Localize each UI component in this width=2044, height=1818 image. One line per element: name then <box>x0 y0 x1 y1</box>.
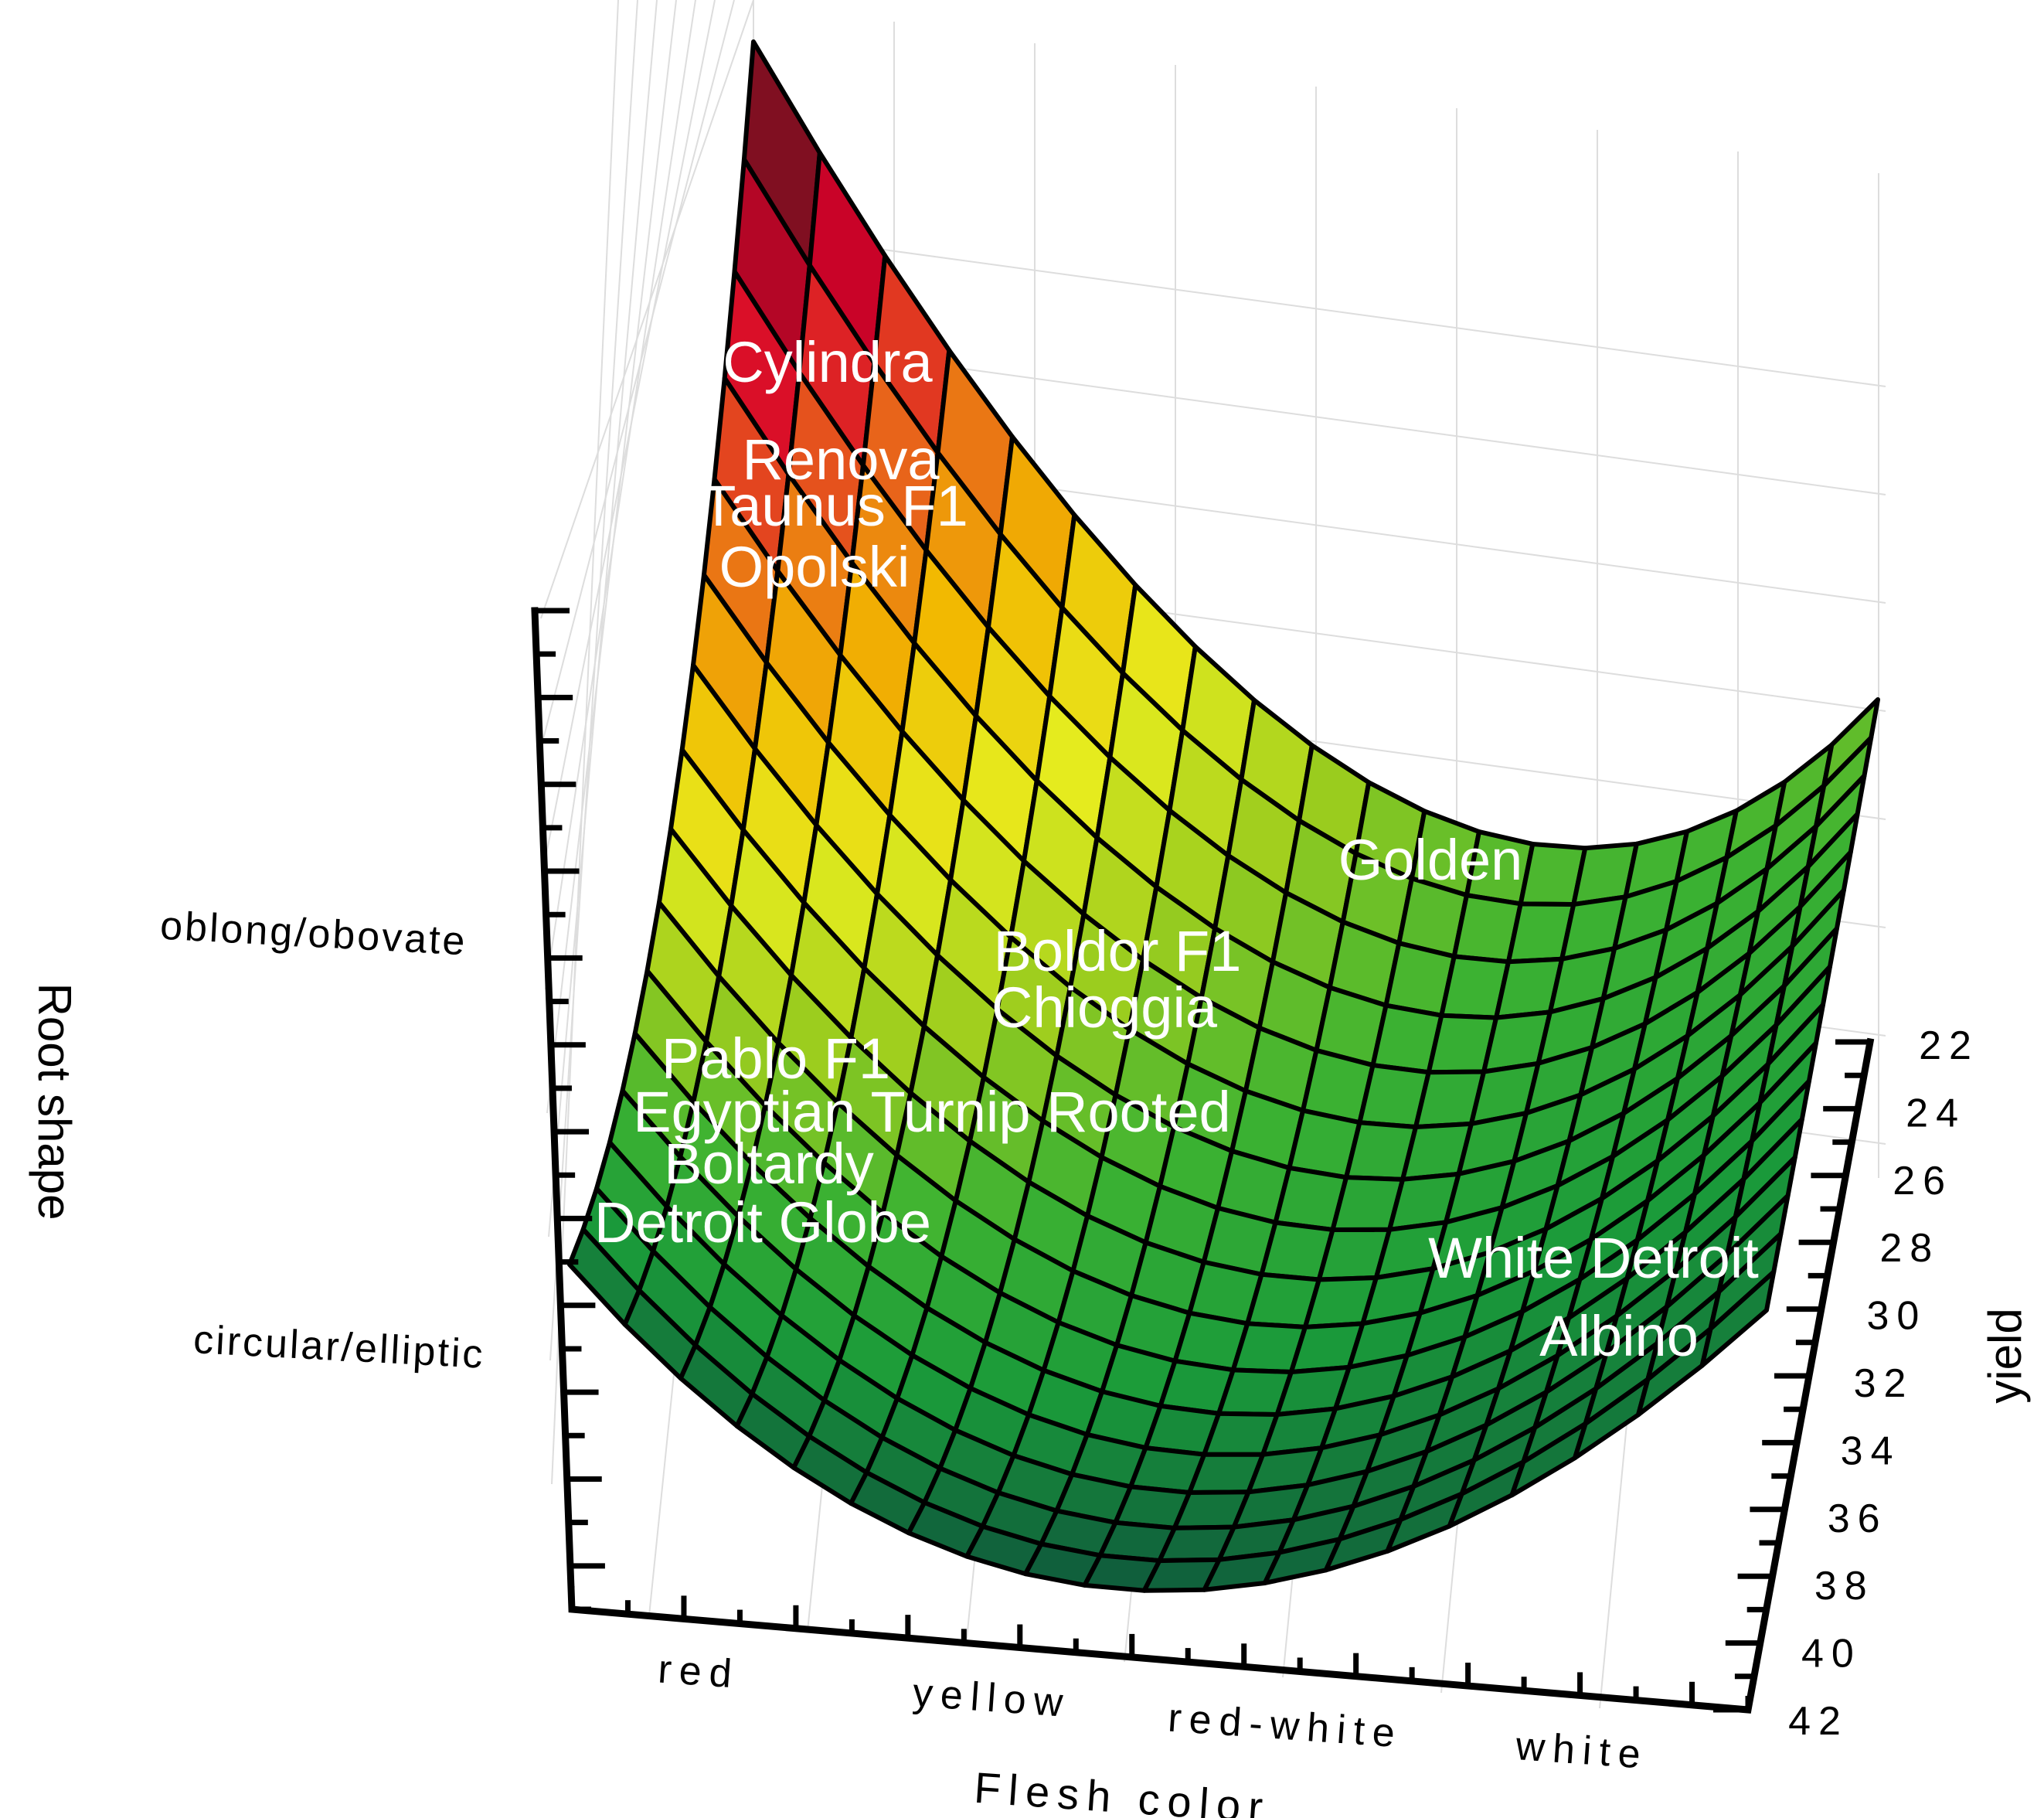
x-tick-label: red <box>657 1646 741 1697</box>
floor-gridline <box>1599 1383 1631 1709</box>
variety-label: Taunus F1 <box>701 474 968 538</box>
back-wall-gridline <box>753 231 1886 387</box>
surface-mesh <box>567 39 1880 1593</box>
z-tick-labels: 22 24 26 28 30 32 34 36 38 40 42 <box>1788 1023 1979 1744</box>
variety-label: Renova <box>742 427 940 492</box>
axes <box>531 607 1875 1714</box>
z-tick-label: 24 <box>1906 1091 1966 1135</box>
side-wall-gridline <box>546 0 677 1114</box>
z-tick-label: 26 <box>1893 1159 1953 1203</box>
variety-labels: Cylindra Renova Taunus F1 Opolski Golden… <box>594 330 1759 1368</box>
variety-label: Boldor F1 <box>994 919 1242 983</box>
x-axis-title: Flesh color <box>973 1763 1272 1818</box>
variety-label: Cylindra <box>723 330 933 394</box>
x-tick-label: red-white <box>1167 1696 1404 1757</box>
variety-label: Boltardy <box>664 1132 873 1196</box>
variety-label: Opolski <box>719 535 910 599</box>
z-tick-label: 30 <box>1866 1294 1927 1339</box>
variety-label: Albino <box>1539 1304 1699 1368</box>
surface-cell <box>1699 1269 1777 1368</box>
y-axis-title: Root shape <box>29 983 80 1221</box>
variety-label: White Detroit <box>1428 1226 1759 1290</box>
z-tick-label: 38 <box>1814 1564 1875 1609</box>
z-tick-label: 22 <box>1919 1023 1979 1068</box>
z-tick-label: 34 <box>1841 1428 1901 1473</box>
variety-label: Chioggia <box>991 975 1218 1040</box>
side-wall-gridline <box>551 0 619 1485</box>
x-tick-label: white <box>1514 1724 1650 1778</box>
z-tick-label: 40 <box>1801 1632 1862 1677</box>
z-tick-label: 32 <box>1854 1361 1914 1406</box>
variety-label: Golden <box>1338 828 1523 892</box>
variety-label: Egyptian Turnip Rooted <box>633 1080 1230 1144</box>
side-wall-gridline <box>548 0 658 1238</box>
z-axis-title: yield <box>1979 1308 2031 1403</box>
x-tick-label: yellow <box>911 1670 1072 1726</box>
z-tick-label: 36 <box>1828 1496 1888 1541</box>
side-wall-gridline <box>545 0 696 990</box>
variety-label: Detroit Globe <box>594 1190 931 1255</box>
z-tick-label: 28 <box>1879 1226 1940 1271</box>
variety-label: Pablo F1 <box>661 1026 890 1091</box>
y-tick-label: oblong/obovate <box>159 904 468 965</box>
side-wall-gridline <box>542 0 735 743</box>
z-tick-label: 42 <box>1788 1699 1848 1744</box>
y-tick-label: circular/elliptic <box>192 1317 486 1377</box>
side-wall-gridline <box>540 0 754 619</box>
